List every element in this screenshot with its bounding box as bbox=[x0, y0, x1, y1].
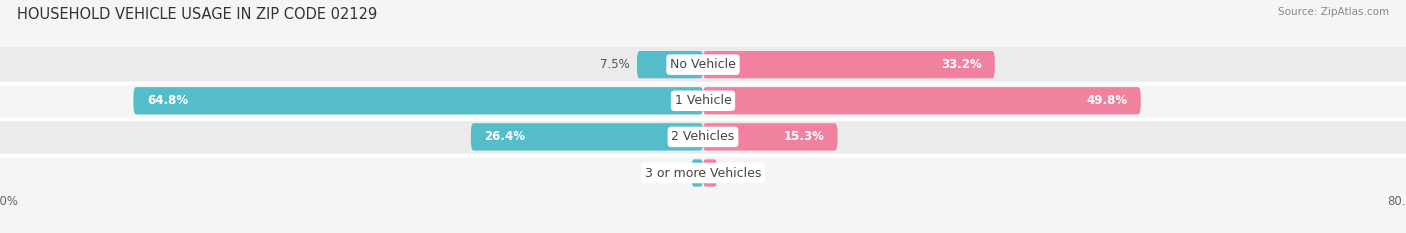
FancyBboxPatch shape bbox=[0, 83, 1406, 119]
Text: 64.8%: 64.8% bbox=[146, 94, 188, 107]
FancyBboxPatch shape bbox=[0, 119, 1406, 155]
FancyBboxPatch shape bbox=[471, 123, 703, 151]
Text: 1 Vehicle: 1 Vehicle bbox=[675, 94, 731, 107]
FancyBboxPatch shape bbox=[0, 47, 1406, 83]
Text: Source: ZipAtlas.com: Source: ZipAtlas.com bbox=[1278, 7, 1389, 17]
Text: 3 or more Vehicles: 3 or more Vehicles bbox=[645, 167, 761, 179]
FancyBboxPatch shape bbox=[703, 87, 1140, 114]
Text: 49.8%: 49.8% bbox=[1087, 94, 1128, 107]
Text: No Vehicle: No Vehicle bbox=[671, 58, 735, 71]
Text: 7.5%: 7.5% bbox=[600, 58, 630, 71]
FancyBboxPatch shape bbox=[703, 123, 838, 151]
FancyBboxPatch shape bbox=[134, 87, 703, 114]
Text: 26.4%: 26.4% bbox=[484, 130, 526, 143]
FancyBboxPatch shape bbox=[703, 51, 995, 78]
Text: 33.2%: 33.2% bbox=[941, 58, 981, 71]
Text: 15.3%: 15.3% bbox=[783, 130, 824, 143]
FancyBboxPatch shape bbox=[637, 51, 703, 78]
Text: HOUSEHOLD VEHICLE USAGE IN ZIP CODE 02129: HOUSEHOLD VEHICLE USAGE IN ZIP CODE 0212… bbox=[17, 7, 377, 22]
FancyBboxPatch shape bbox=[703, 159, 717, 187]
Text: 1.3%: 1.3% bbox=[655, 167, 685, 179]
Text: 2 Vehicles: 2 Vehicles bbox=[672, 130, 734, 143]
Text: 1.6%: 1.6% bbox=[724, 167, 754, 179]
FancyBboxPatch shape bbox=[0, 155, 1406, 191]
FancyBboxPatch shape bbox=[692, 159, 703, 187]
